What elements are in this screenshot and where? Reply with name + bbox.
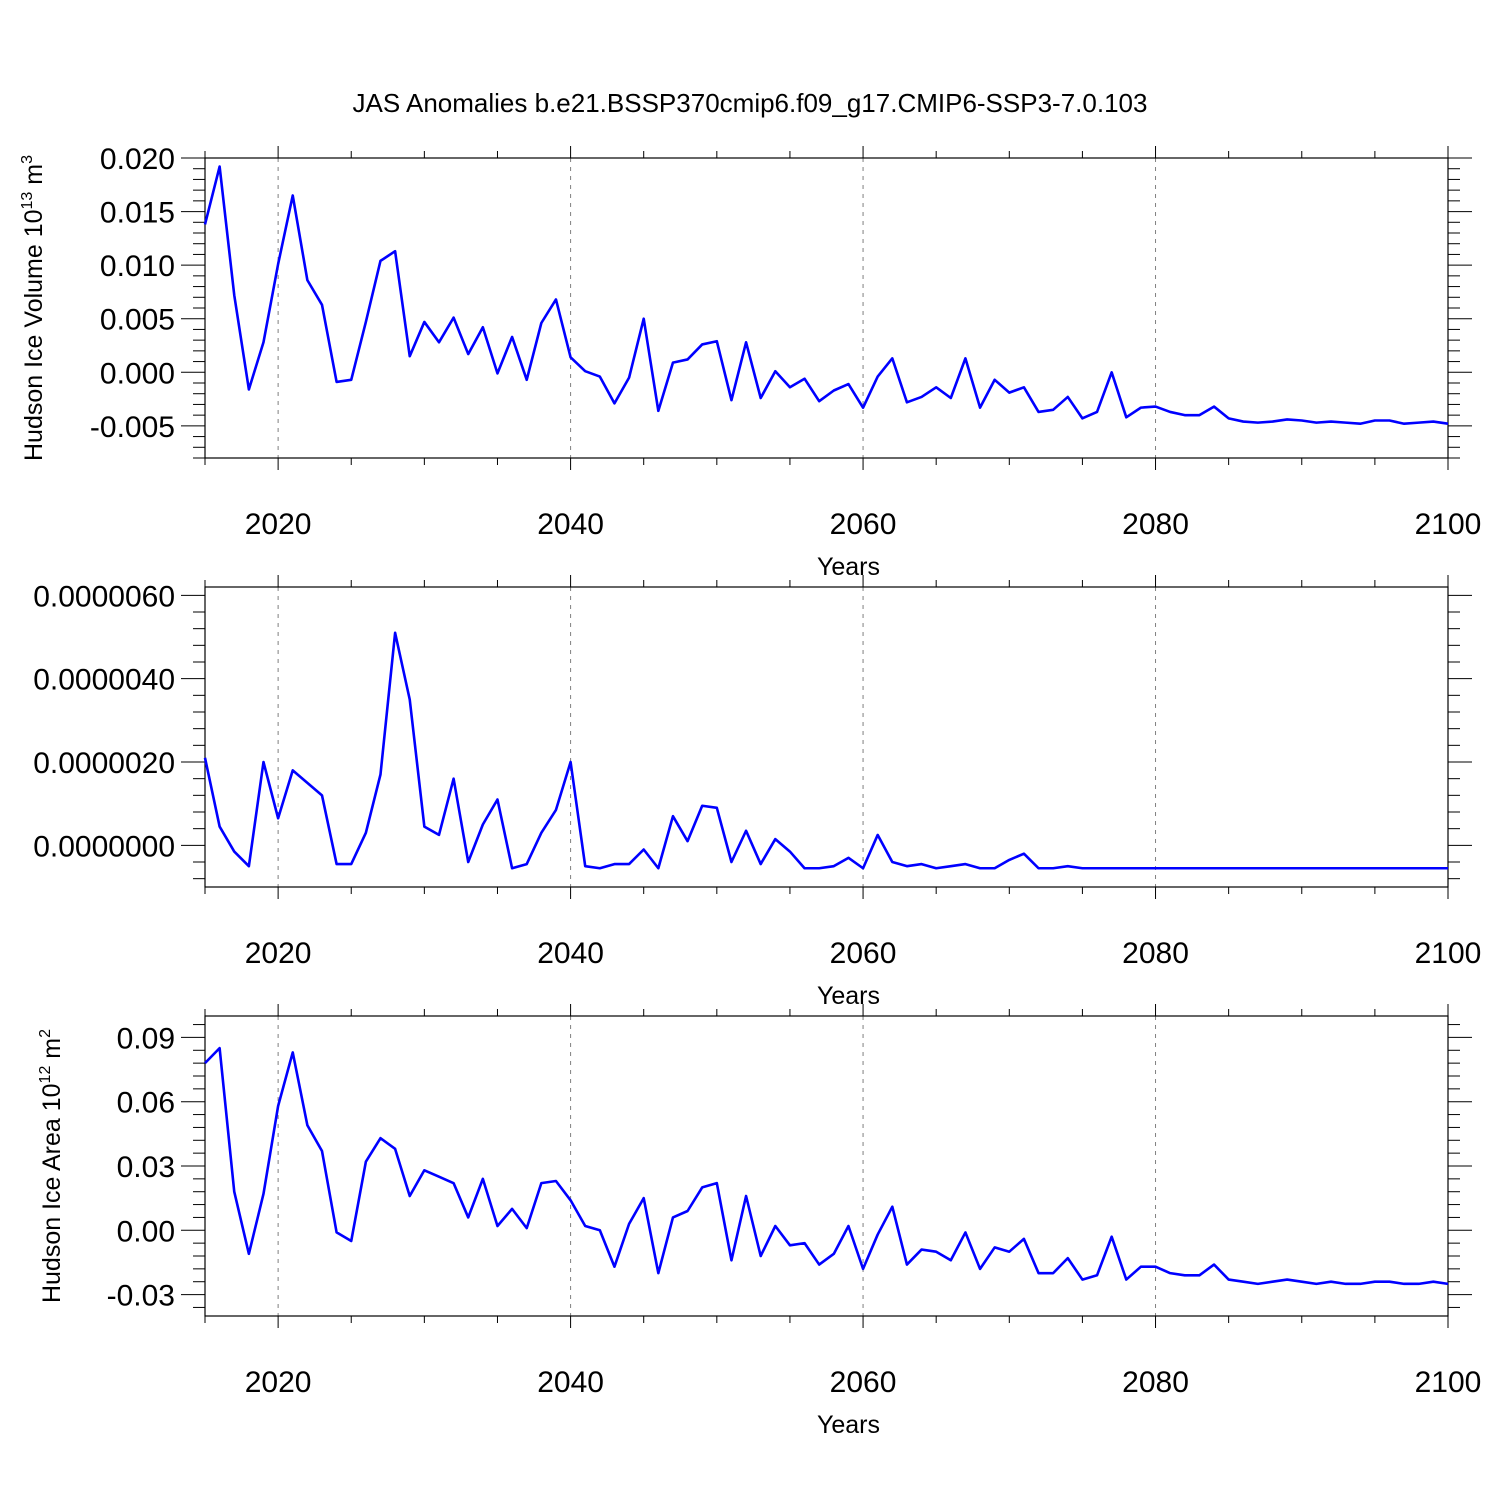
x-tick-label: 2060	[830, 508, 897, 541]
panel-ice-volume: -0.005 0.000 0.005 0.010 0.015 0.020 2020 2040 2…	[19, 143, 1481, 581]
y-tick-label: 0.0000000	[33, 830, 175, 863]
x-tick-label: 2100	[1415, 508, 1482, 541]
y-tick-label: 0.03	[117, 1151, 175, 1184]
x-axis-label: Years	[817, 553, 880, 581]
x-tick-label: 2020	[245, 508, 312, 541]
x-tick-label: 2040	[537, 508, 604, 541]
x-tick-label: 2080	[1122, 508, 1189, 541]
y-tick-label: 0.015	[100, 197, 175, 230]
chart-title: JAS Anomalies b.e21.BSSP370cmip6.f09_g17…	[353, 88, 1148, 118]
y-tick-label: -0.03	[107, 1280, 175, 1313]
y-tick-label: 0.020	[100, 143, 175, 176]
x-tick-label: 2020	[245, 1366, 312, 1399]
x-tick-label: 2080	[1122, 1366, 1189, 1399]
y-tick-label: 0.0000020	[33, 747, 175, 780]
y-tick-label: 0.06	[117, 1087, 175, 1120]
x-axis-label: Years	[817, 1411, 880, 1439]
series-line	[203, 631, 1448, 870]
x-tick-label: 2020	[245, 937, 312, 970]
panel-ice-area: -0.03 0.00 0.03 0.06 0.09 2020 2040 2060 2080 210…	[37, 1004, 1481, 1439]
x-tick-label: 2060	[830, 1366, 897, 1399]
y-axis-label: Hudson Ice Area 1012 m2	[37, 1029, 66, 1303]
x-tick-label: 2040	[537, 1366, 604, 1399]
y-tick-label: 0.00	[117, 1215, 175, 1248]
y-tick-label: 0.09	[117, 1022, 175, 1055]
x-tick-label: 2040	[537, 937, 604, 970]
x-tick-label: 2080	[1122, 937, 1189, 970]
plot-frame	[204, 586, 1449, 888]
x-axis-label: Years	[817, 982, 880, 1010]
x-tick-label: 2060	[830, 937, 897, 970]
y-axis-label: Hudson Ice Volume 1013 m3	[19, 155, 48, 461]
series-line	[204, 1046, 1449, 1286]
y-tick-label: 0.005	[100, 304, 175, 337]
y-tick-label: 0.0000060	[33, 580, 175, 613]
panel-middle: 0.0000000 0.0000020 0.0000040 0.0000060 2020…	[33, 575, 1481, 1010]
y-tick-label: 0.000	[100, 357, 175, 390]
x-tick-label: 2100	[1415, 937, 1482, 970]
y-tick-label: 0.0000040	[33, 664, 175, 697]
y-tick-label: 0.010	[100, 250, 175, 283]
series-line	[203, 165, 1449, 426]
x-tick-label: 2100	[1415, 1366, 1482, 1399]
y-tick-label: -0.005	[90, 411, 175, 444]
